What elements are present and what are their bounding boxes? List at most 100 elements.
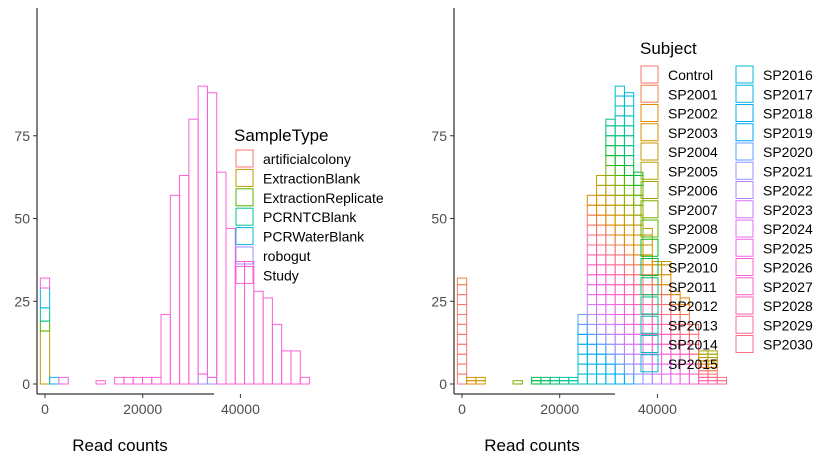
legend-label: artificialcolony	[263, 151, 351, 167]
bar-segment	[160, 313, 171, 385]
legend-label: SP2024	[763, 221, 813, 237]
legend-label: SP2020	[763, 144, 813, 160]
legend-key	[735, 335, 754, 353]
bar-segment	[623, 135, 635, 147]
bar-segment	[596, 264, 607, 276]
bar-segment	[614, 264, 625, 276]
bar-segment	[540, 376, 551, 382]
bar-segment	[244, 261, 255, 385]
bar-segment	[716, 376, 728, 382]
legend-key	[235, 265, 254, 284]
legend-label: SP2006	[668, 183, 718, 199]
bar-segment	[651, 264, 663, 276]
bar-segment	[651, 294, 663, 306]
bar-segment	[456, 284, 468, 296]
bar-segment	[679, 297, 690, 306]
bar-segment	[596, 234, 607, 246]
bar-segment	[688, 323, 700, 335]
legend-key	[235, 227, 254, 246]
bar-segment	[679, 373, 690, 385]
bar-segment	[623, 184, 635, 196]
bar-segment	[586, 254, 598, 266]
bar-segment	[633, 353, 644, 365]
bar-segment	[95, 380, 106, 385]
legend-key	[735, 123, 754, 142]
bar-segment	[596, 214, 607, 226]
legend-key	[640, 219, 659, 238]
bar-segment	[605, 333, 616, 345]
bar-segment	[531, 376, 542, 382]
bar-segment	[596, 244, 607, 256]
bar-segment	[614, 333, 625, 345]
bar-segment	[39, 330, 51, 385]
bar-segment	[605, 234, 616, 246]
bar-segment	[614, 274, 625, 286]
bar-segment	[614, 323, 625, 335]
legend-key	[640, 315, 659, 334]
bar-segment	[586, 294, 598, 306]
bar-segment	[633, 204, 644, 216]
bar-segment	[614, 115, 625, 127]
legend-key	[640, 277, 659, 296]
bar-segment	[586, 304, 598, 315]
bar-segment	[216, 171, 227, 385]
legend-label: Control	[668, 67, 713, 83]
legend-key	[235, 188, 254, 207]
bars	[39, 85, 311, 385]
bar-segment	[614, 313, 625, 325]
bar-segment	[39, 320, 51, 332]
legend-key	[235, 246, 254, 265]
bar-segment	[549, 376, 560, 382]
bar-segment	[614, 184, 625, 196]
bar-segment	[577, 363, 588, 375]
legend-key	[235, 149, 254, 168]
legend-title: Subject	[640, 39, 697, 58]
bar-segment	[623, 204, 635, 216]
bar-segment	[614, 343, 625, 355]
legend-label: SP2004	[668, 144, 718, 160]
x-tick-label: 0	[458, 401, 466, 417]
legend-label: SP2010	[668, 260, 718, 276]
legend-label: SP2009	[668, 240, 718, 256]
bar-segment	[475, 376, 486, 382]
bar-segment	[633, 264, 644, 276]
legend-label: SP2011	[668, 279, 717, 295]
bar-segment	[456, 353, 468, 365]
legend-label: PCRNTCBlank	[263, 209, 357, 225]
legend-label: SP2019	[763, 125, 813, 141]
bar-segment	[39, 307, 51, 322]
bar-segment	[614, 85, 625, 97]
bar-segment	[642, 227, 653, 236]
bar-segment	[262, 297, 273, 385]
legend-key	[640, 142, 659, 161]
x-tick-label: 40000	[221, 401, 260, 417]
legend-label: SP2017	[763, 86, 813, 102]
bar-segment	[642, 363, 653, 375]
bar-segment	[642, 274, 653, 286]
bar-segment	[605, 135, 616, 147]
bar-segment	[281, 350, 292, 385]
legend-items: Control SP2001 SP2002 SP2003 SP2004 SP2005 SP2…	[640, 65, 813, 373]
bar-segment	[605, 313, 616, 325]
bar-segment	[614, 373, 625, 385]
x-ticks: 0 20000 40000	[458, 394, 677, 417]
legend-label: SP2023	[763, 202, 813, 218]
legend-key	[640, 258, 659, 276]
bar-segment	[605, 204, 616, 216]
legend-key	[640, 200, 659, 219]
bar-segment	[188, 118, 199, 385]
bar-segment	[642, 304, 653, 315]
x-tick-label: 40000	[638, 401, 677, 417]
bar-segment	[642, 353, 653, 365]
legend-items: artificialcolony ExtractionBlank Extractio…	[235, 149, 384, 284]
bar-segment	[605, 125, 616, 137]
legend-key	[640, 161, 659, 180]
legend-key	[735, 181, 754, 199]
legend-key	[735, 296, 754, 315]
bar-segment	[586, 214, 598, 226]
bar-segment	[614, 145, 625, 157]
bar-segment	[661, 373, 672, 385]
bar-segment	[623, 194, 635, 206]
bar-segment	[633, 363, 644, 375]
y-tick-label: 25	[14, 293, 30, 309]
